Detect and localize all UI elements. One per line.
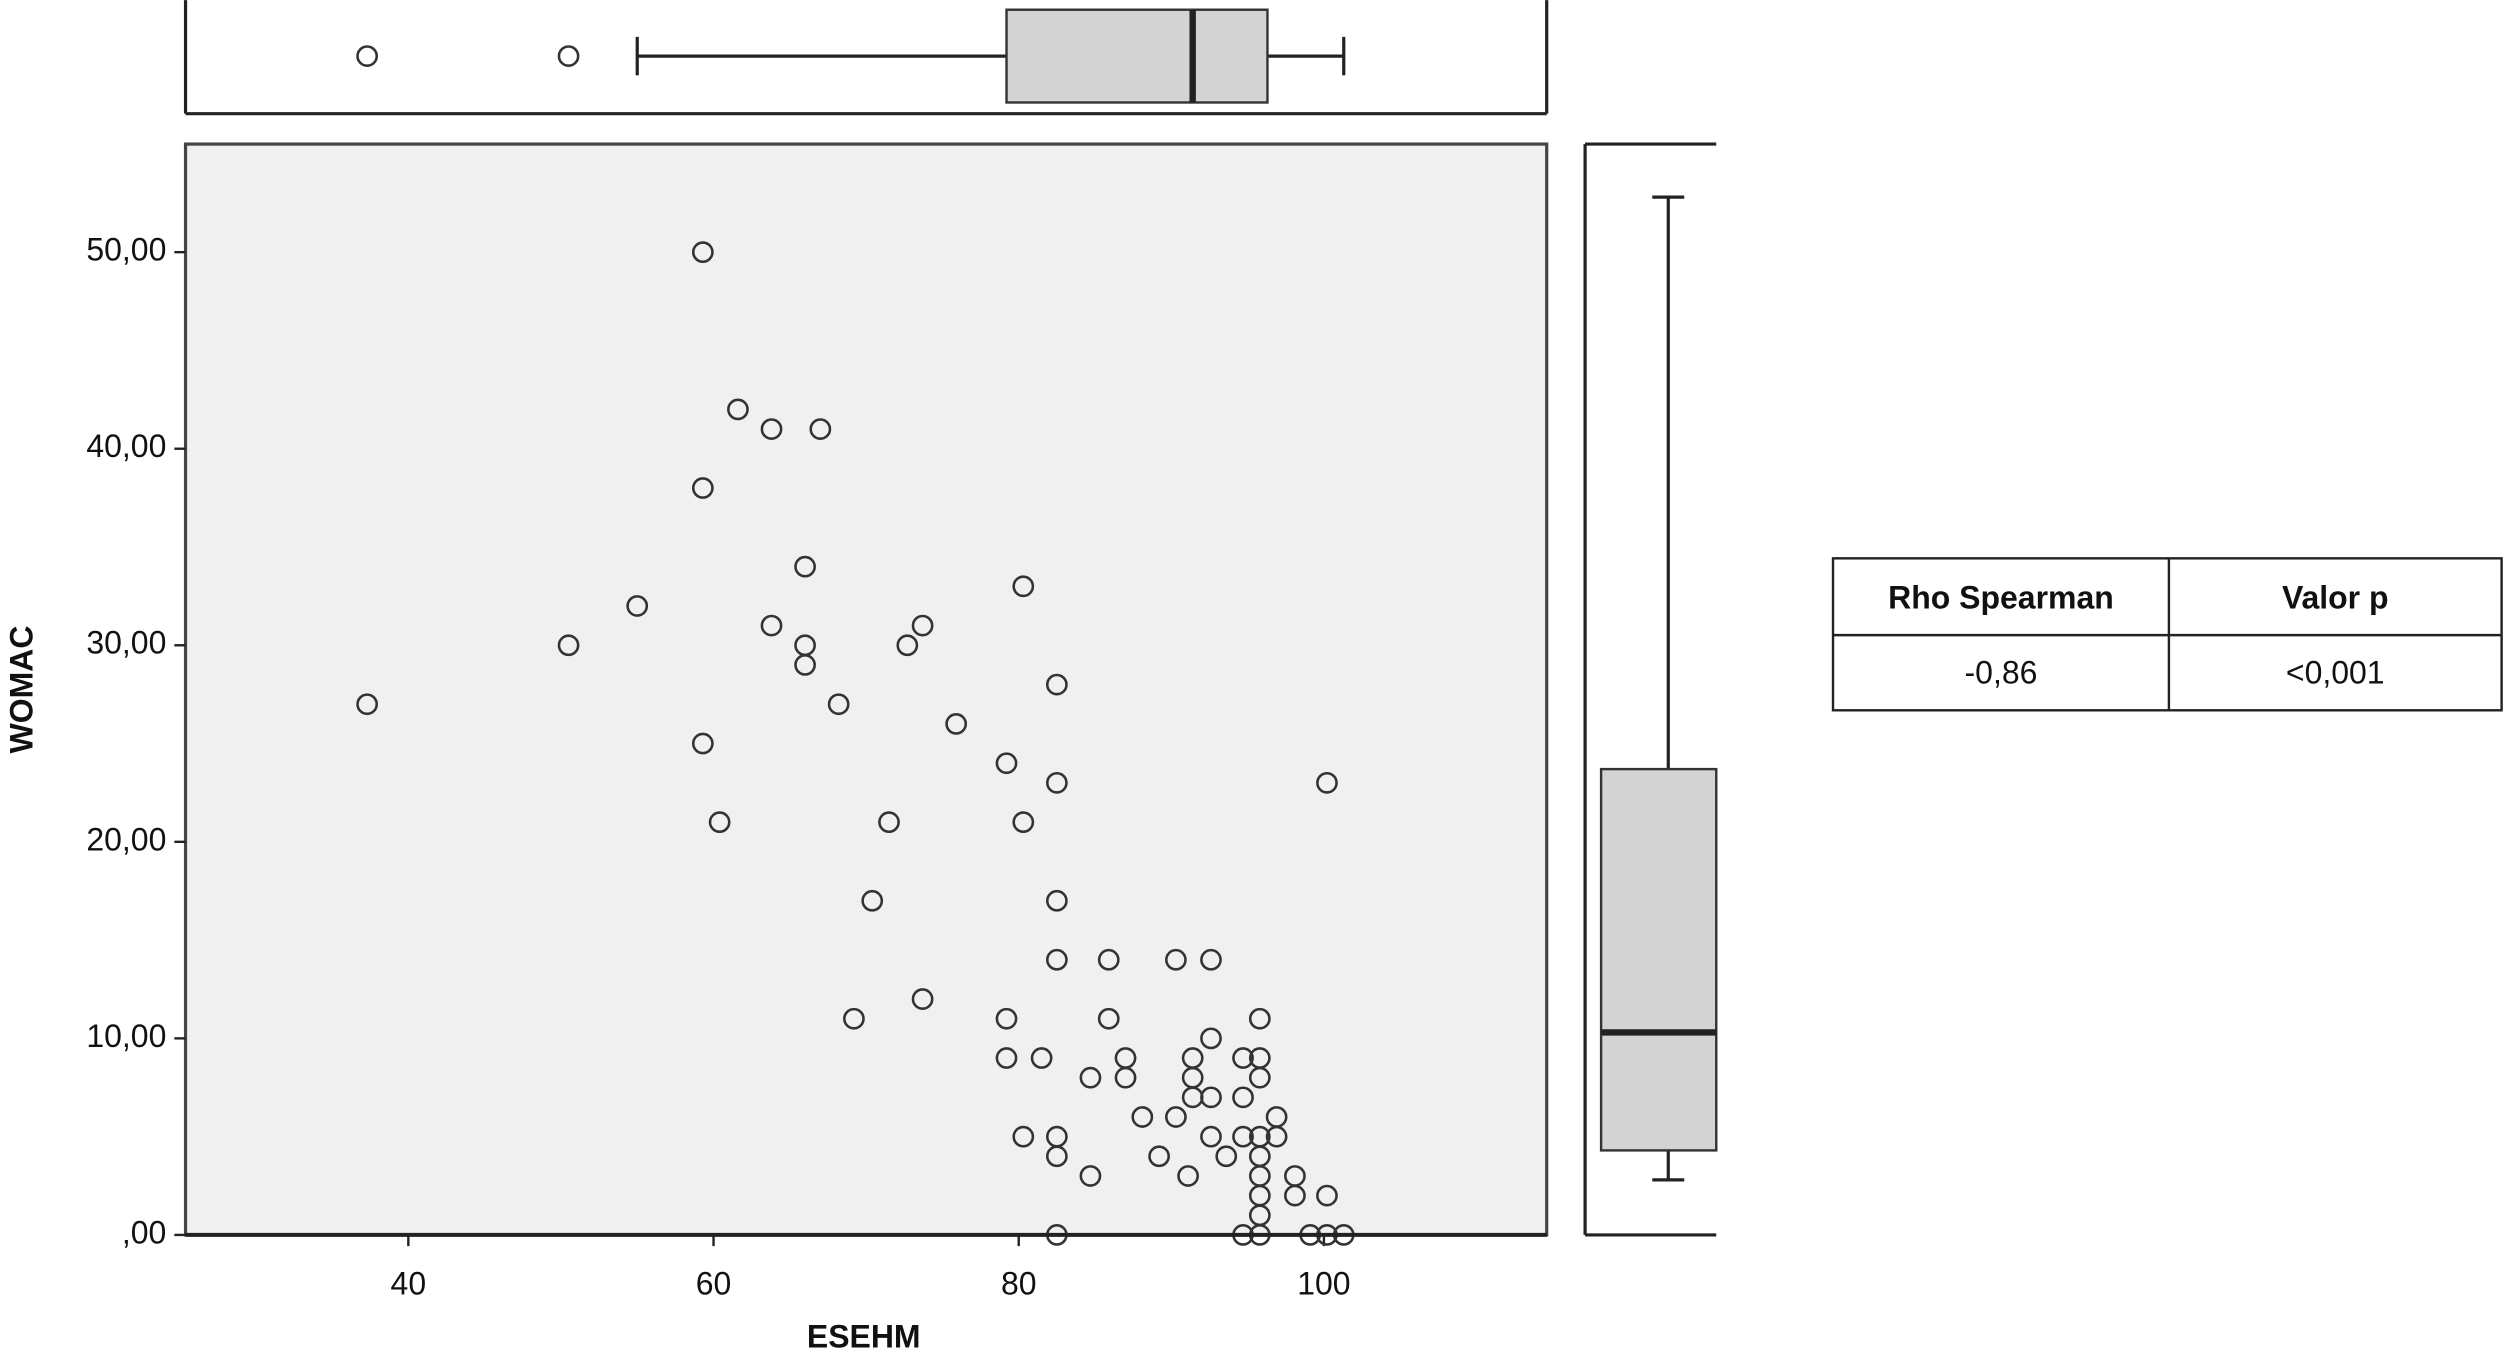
table-header: Valor p [2282, 579, 2389, 615]
point [945, 713, 968, 735]
y-tick-label: 10,00 [86, 1018, 166, 1054]
outlier [557, 45, 580, 67]
y-tick-label: 20,00 [86, 821, 166, 857]
table-header: Rho Spearman [1888, 579, 2114, 615]
point [1045, 673, 1068, 696]
x-tick-label: 60 [696, 1266, 732, 1302]
point [1316, 1184, 1338, 1207]
point [691, 241, 714, 264]
point [1284, 1184, 1306, 1207]
point [1079, 1165, 1102, 1187]
point [1045, 948, 1068, 971]
point [827, 693, 850, 716]
point [1248, 1066, 1271, 1089]
point [1012, 811, 1035, 834]
point [1148, 1145, 1170, 1168]
point [557, 634, 580, 657]
point [995, 1007, 1018, 1030]
point [1265, 1125, 1288, 1148]
point [1200, 1125, 1222, 1148]
point [1232, 1125, 1254, 1148]
point [794, 555, 816, 578]
point [356, 693, 379, 716]
point [1012, 575, 1035, 598]
point [911, 988, 934, 1010]
point [794, 654, 816, 676]
point [995, 1047, 1018, 1069]
point [1030, 1047, 1053, 1069]
point [911, 614, 934, 637]
table-cell: <0,001 [2286, 655, 2385, 691]
y-tick-label: 30,00 [86, 625, 166, 661]
point [878, 811, 900, 834]
point [1097, 948, 1120, 971]
point [1200, 1086, 1222, 1109]
point [708, 811, 731, 834]
point [1232, 1086, 1254, 1109]
point [1045, 771, 1068, 794]
x-tick-label: 40 [391, 1266, 427, 1302]
point [1232, 1047, 1254, 1069]
x-tick-label: 80 [1001, 1266, 1037, 1302]
point [1097, 1007, 1120, 1030]
point [1165, 948, 1187, 971]
point [1131, 1106, 1154, 1128]
y-axis-label: WOMAC [3, 626, 39, 754]
point [1045, 889, 1068, 912]
point [843, 1007, 865, 1030]
point [760, 614, 783, 637]
point [809, 418, 832, 440]
point [1177, 1165, 1199, 1187]
box [1599, 767, 1718, 1152]
point [1165, 1106, 1187, 1128]
point [1200, 1027, 1222, 1050]
point [1316, 771, 1338, 794]
point [1215, 1145, 1238, 1168]
point [1114, 1066, 1137, 1089]
box [1005, 8, 1269, 104]
point [1079, 1066, 1102, 1089]
point [691, 732, 714, 755]
point [691, 477, 714, 499]
plot-area [183, 142, 1549, 1237]
x-tick-label: 100 [1297, 1266, 1350, 1302]
stats-table [1831, 557, 2503, 712]
x-axis-label: ESEHM [807, 1318, 921, 1354]
outlier [356, 45, 379, 67]
point [896, 634, 919, 657]
y-tick-label: 40,00 [86, 428, 166, 464]
point [760, 418, 783, 440]
table-cell: -0,86 [1965, 655, 2038, 691]
point [1248, 1007, 1271, 1030]
point [727, 398, 749, 421]
point [626, 595, 649, 617]
y-tick-label: 50,00 [86, 232, 166, 268]
point [1045, 1145, 1068, 1168]
point [1200, 948, 1222, 971]
point [861, 889, 884, 912]
y-tick-label: ,00 [122, 1214, 166, 1250]
point [1012, 1125, 1035, 1148]
point [995, 752, 1018, 775]
